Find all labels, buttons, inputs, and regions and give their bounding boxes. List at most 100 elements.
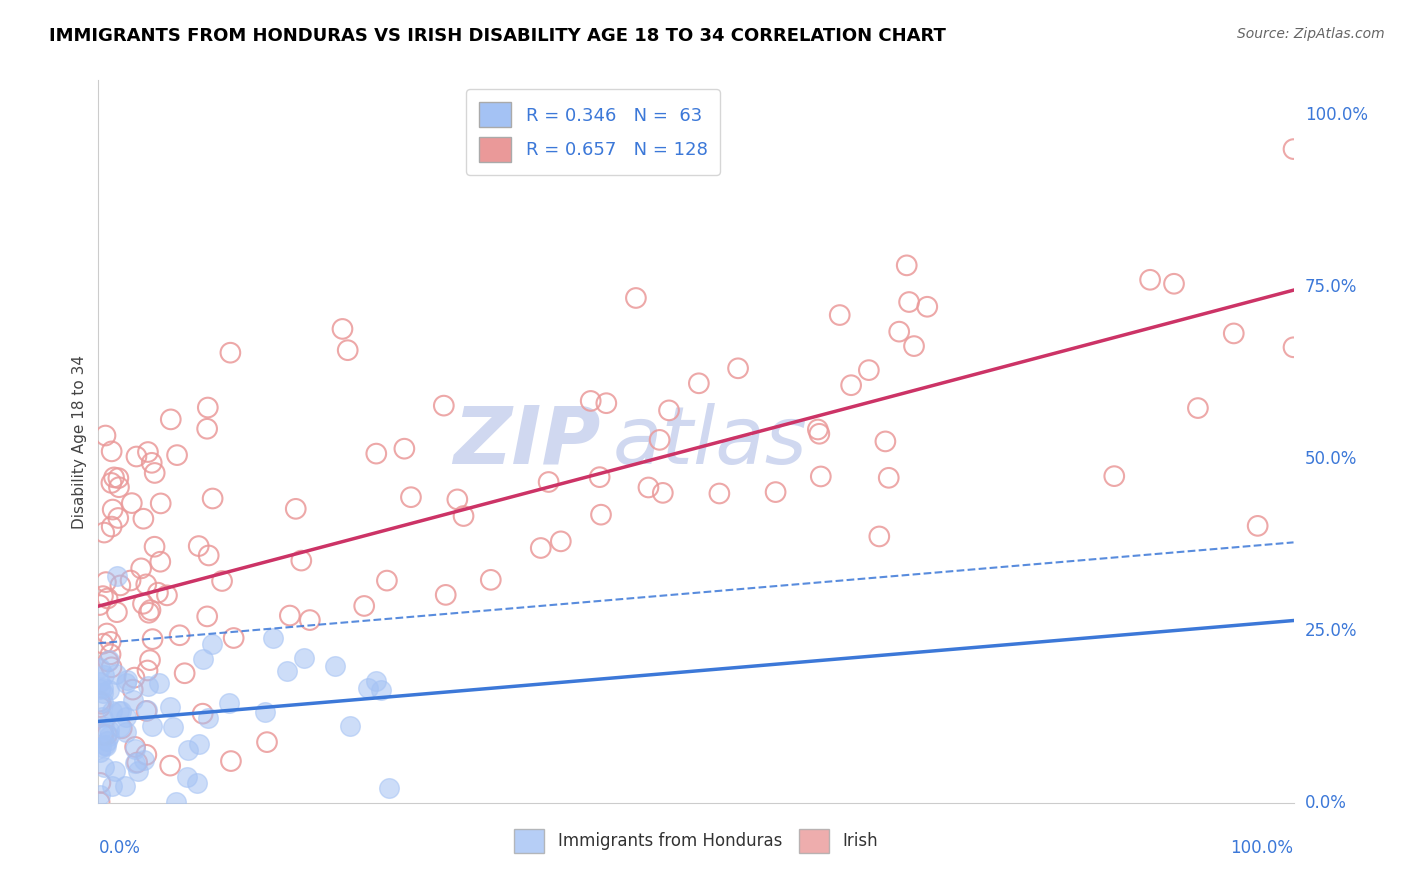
Point <box>110 704 132 718</box>
Point <box>135 704 157 718</box>
Point <box>124 756 146 771</box>
Point <box>89 675 111 690</box>
Point <box>433 399 456 413</box>
Point <box>107 471 129 485</box>
Point <box>201 491 224 506</box>
Point <box>1282 340 1305 354</box>
Point <box>588 470 610 484</box>
Point <box>530 541 553 555</box>
Point <box>100 519 122 533</box>
Point <box>727 361 749 376</box>
Point <box>896 258 918 272</box>
Point <box>765 485 787 500</box>
Point <box>658 403 681 417</box>
Point <box>105 568 128 582</box>
Point <box>353 599 375 613</box>
Point <box>94 575 117 590</box>
Point <box>93 720 115 734</box>
Point <box>195 609 218 624</box>
Point <box>159 699 181 714</box>
Point <box>93 525 115 540</box>
Point <box>98 729 121 743</box>
Point <box>143 466 166 480</box>
Point <box>648 433 671 447</box>
Point <box>110 578 132 592</box>
Text: Source: ZipAtlas.com: Source: ZipAtlas.com <box>1237 27 1385 41</box>
Point <box>868 529 890 543</box>
Point <box>100 444 122 458</box>
Point <box>111 721 134 735</box>
Point <box>290 553 312 567</box>
Point <box>135 703 157 717</box>
Point <box>336 343 359 358</box>
Point <box>127 764 149 778</box>
Text: 50.0%: 50.0% <box>1305 450 1357 467</box>
Point <box>89 661 111 675</box>
Point <box>595 396 617 410</box>
Point <box>1104 469 1126 483</box>
Point <box>889 325 911 339</box>
Point <box>839 378 862 392</box>
Point <box>877 471 900 485</box>
Point <box>141 632 163 646</box>
Point <box>284 501 307 516</box>
Point <box>104 764 127 779</box>
Point <box>100 660 122 674</box>
Text: ZIP: ZIP <box>453 402 600 481</box>
Point <box>191 652 214 666</box>
Point <box>98 682 121 697</box>
Point <box>186 776 208 790</box>
Point <box>134 753 156 767</box>
Point <box>211 574 233 588</box>
Text: atlas: atlas <box>613 402 807 481</box>
Point <box>219 345 242 359</box>
Point <box>127 756 149 770</box>
Point <box>589 508 612 522</box>
Point <box>709 486 731 500</box>
Point <box>89 681 111 696</box>
Point <box>537 475 560 489</box>
Point <box>858 363 880 377</box>
Point <box>325 659 347 673</box>
Point <box>254 705 277 719</box>
Point <box>197 401 219 415</box>
Point <box>121 692 143 706</box>
Legend: Immigrants from Honduras, Irish: Immigrants from Honduras, Irish <box>508 822 884 860</box>
Point <box>105 605 128 619</box>
Point <box>121 496 143 510</box>
Point <box>93 760 115 774</box>
Point <box>828 308 851 322</box>
Point <box>120 574 142 588</box>
Point <box>132 597 155 611</box>
Point <box>108 480 131 494</box>
Point <box>146 585 169 599</box>
Point <box>197 711 219 725</box>
Point <box>364 673 387 688</box>
Point <box>141 456 163 470</box>
Text: IMMIGRANTS FROM HONDURAS VS IRISH DISABILITY AGE 18 TO 34 CORRELATION CHART: IMMIGRANTS FROM HONDURAS VS IRISH DISABI… <box>49 27 946 45</box>
Point <box>1223 326 1246 341</box>
Point <box>135 747 157 762</box>
Point <box>136 445 159 459</box>
Point <box>93 681 115 696</box>
Point <box>97 723 120 737</box>
Point <box>132 512 155 526</box>
Point <box>434 588 457 602</box>
Point <box>89 700 111 714</box>
Point <box>550 534 572 549</box>
Point <box>294 650 316 665</box>
Point <box>332 322 354 336</box>
Point <box>366 447 388 461</box>
Text: 75.0%: 75.0% <box>1305 277 1357 296</box>
Point <box>100 635 122 649</box>
Point <box>1139 273 1161 287</box>
Point <box>124 671 146 685</box>
Point <box>176 770 198 784</box>
Text: 100.0%: 100.0% <box>1305 105 1368 124</box>
Point <box>159 758 181 772</box>
Point <box>101 779 124 793</box>
Point <box>91 589 114 603</box>
Point <box>94 428 117 442</box>
Point <box>94 738 117 752</box>
Point <box>114 710 136 724</box>
